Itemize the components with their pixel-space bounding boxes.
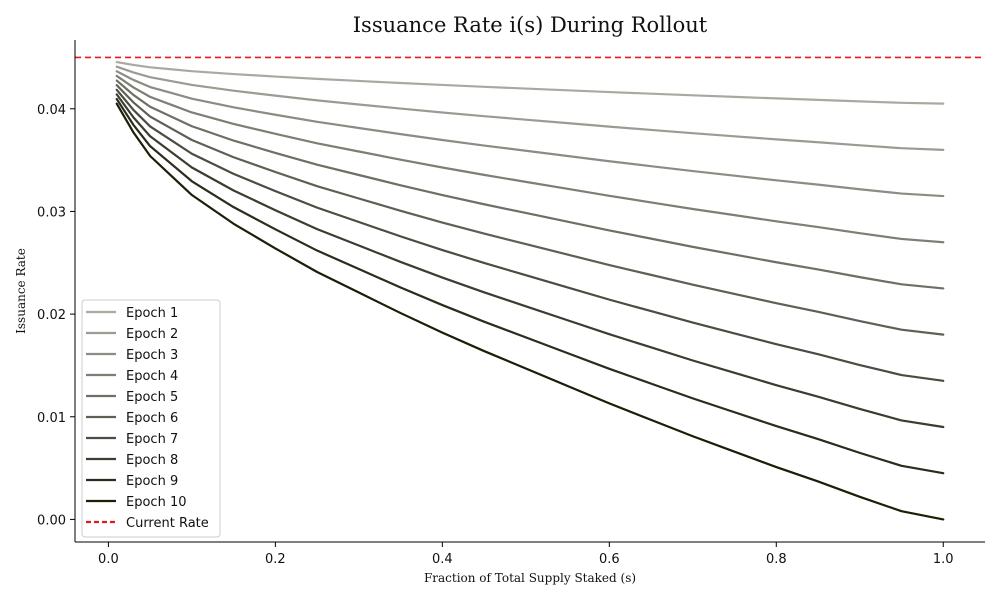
series-line-epoch-7 [115,88,945,382]
axes [74,40,985,543]
series-line-epoch-1 [115,60,945,105]
series-line-epoch-3 [115,70,945,198]
series-line-epoch-8 [115,93,945,429]
x-tick-label: 0.4 [432,552,453,567]
y-ticks: 0.00 0.01 0.02 0.03 0.04 [37,103,75,528]
legend-label: Epoch 9 [126,474,178,489]
series-line-epoch-4 [115,74,945,244]
legend-label: Epoch 10 [126,495,186,510]
y-tick-label: 0.04 [37,103,66,118]
x-tick-label: 0.2 [265,552,286,567]
legend-label: Epoch 1 [126,306,178,321]
y-tick-label: 0.03 [37,205,66,220]
plot-area [75,56,985,521]
y-tick-label: 0.02 [37,308,66,323]
x-tick-label: 0.6 [599,552,620,567]
legend-label: Epoch 5 [126,390,178,405]
series-line-epoch-10 [115,102,945,521]
y-axis-label: Issuance Rate [14,248,28,334]
legend-label: Epoch 3 [126,348,178,363]
series-line-epoch-9 [115,97,945,475]
legend-label: Epoch 2 [126,327,178,342]
legend-label: Epoch 6 [126,411,178,426]
x-tick-label: 1.0 [933,552,954,567]
legend: Epoch 1 Epoch 2 Epoch 3 Epoch 4 Epoch 5 Epoch… [81,299,221,538]
legend-label: Current Rate [126,516,209,531]
legend-box [81,299,221,538]
legend-label: Epoch 4 [126,369,178,384]
series-line-epoch-6 [115,84,945,336]
x-tick-label: 0.0 [98,552,119,567]
chart-title: Issuance Rate i(s) During Rollout [353,13,708,37]
x-axis-label: Fraction of Total Supply Staked (s) [424,571,636,585]
series-line-epoch-2 [115,65,945,151]
y-tick-label: 0.01 [37,411,66,426]
legend-label: Epoch 7 [126,432,178,447]
x-ticks: 0.0 0.2 0.4 0.6 0.8 1.0 [98,542,954,567]
series-line-epoch-5 [115,79,945,290]
y-tick-label: 0.00 [37,513,66,528]
x-tick-label: 0.8 [766,552,787,567]
legend-label: Epoch 8 [126,453,178,468]
